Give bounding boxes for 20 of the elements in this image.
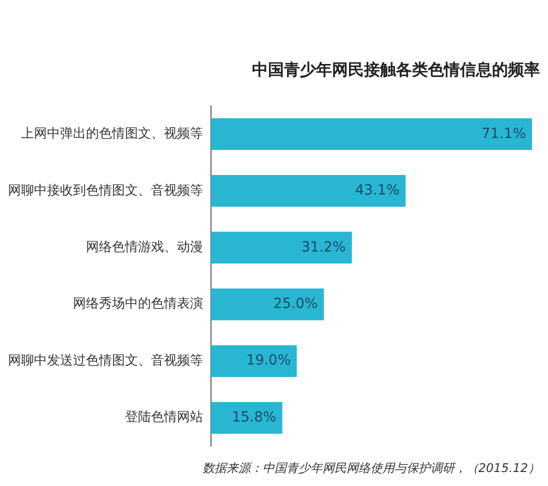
data-label: 31.2% [301, 239, 346, 256]
data-label: 19.0% [246, 352, 291, 369]
bar [211, 402, 282, 434]
bar [211, 288, 324, 320]
data-label: 43.1% [355, 182, 400, 199]
data-label: 71.1% [482, 126, 526, 142]
y-tick-label: 网聊中接收到色情图文、音视频等 [8, 183, 203, 198]
bar [211, 232, 352, 264]
data-label: 25.0% [273, 296, 318, 312]
bar [211, 118, 532, 150]
y-tick-label: 网络色情游戏、动漫 [86, 240, 203, 256]
data-label: 15.8% [232, 409, 276, 426]
source-note: 数据来源：中国青少年网民网络使用与保护调研，（2015.12） [201, 460, 540, 477]
y-tick-label: 登陆色情网站 [125, 410, 203, 426]
y-tick-label: 网聊中发送过色情图文、音视频等 [8, 353, 203, 368]
chart-title: 中国青少年网民接触各类色情信息的频率 [251, 60, 540, 81]
y-tick-label: 上网中弹出的色情图文、视频等 [21, 126, 203, 142]
y-tick-label: 网络秀场中的色情表演 [73, 296, 203, 312]
bar [211, 175, 406, 207]
bar [211, 345, 297, 377]
